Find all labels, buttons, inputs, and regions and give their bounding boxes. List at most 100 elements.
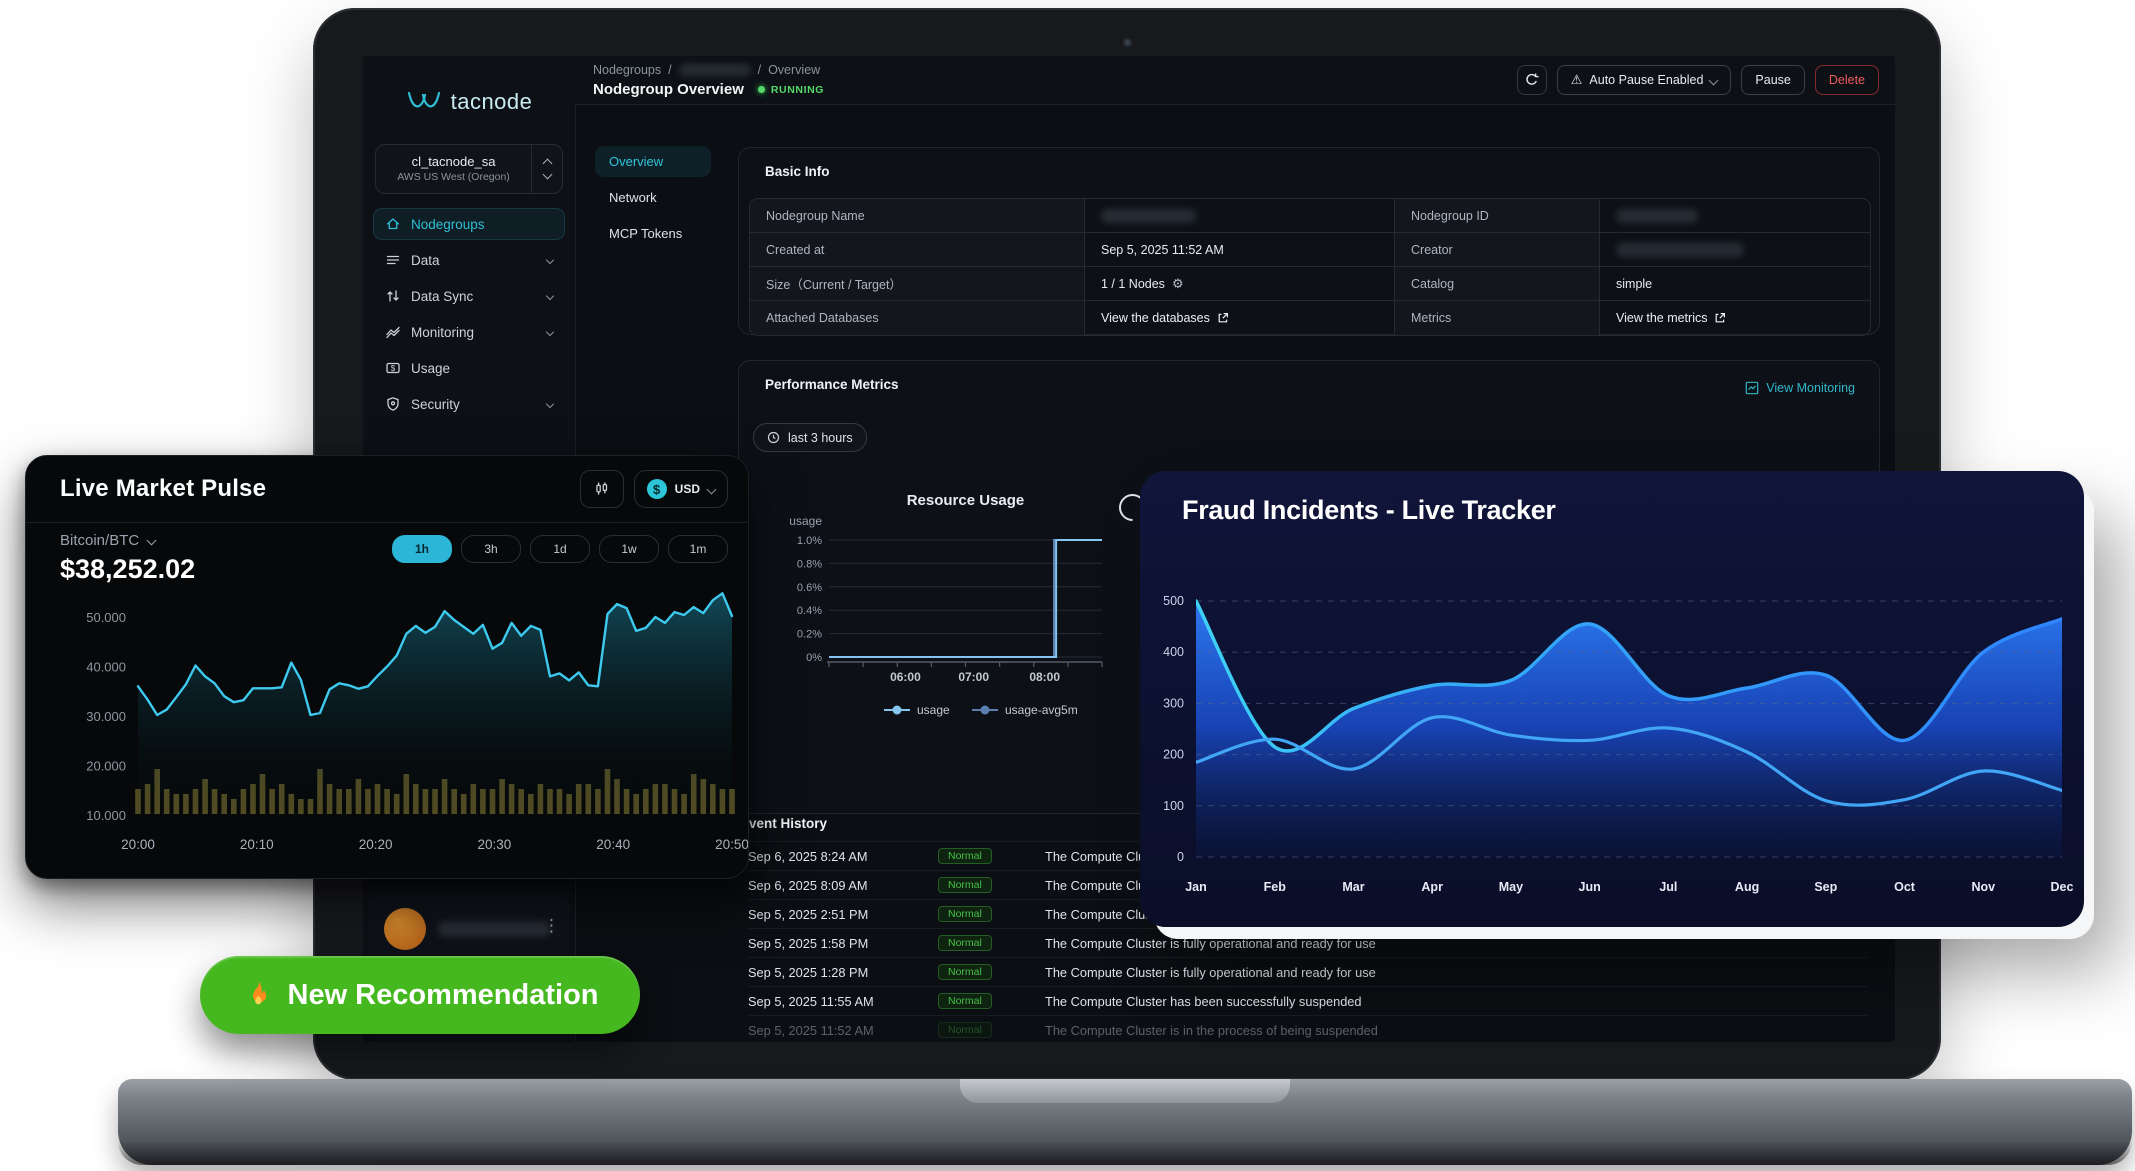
- cluster-region: AWS US West (Oregon): [397, 170, 510, 183]
- range-pill-3h[interactable]: 3h: [461, 535, 521, 563]
- svg-text:20:10: 20:10: [240, 837, 274, 852]
- basic-info-table: Nodegroup Name Nodegroup ID Created at S…: [749, 198, 1871, 336]
- status-badge: Normal: [938, 1022, 992, 1038]
- svg-text:Aug: Aug: [1735, 880, 1759, 894]
- pair-selector[interactable]: Bitcoin/BTC: [60, 532, 195, 549]
- info-value: 1 / 1 Nodes ⚙: [1085, 267, 1395, 301]
- event-time: Sep 6, 2025 8:09 AM: [748, 877, 868, 893]
- status-badge: Normal: [938, 964, 992, 980]
- event-row[interactable]: Sep 5, 2025 11:52 AM Normal The Compute …: [748, 1016, 1868, 1042]
- sidebar-item-data[interactable]: Data: [373, 244, 565, 276]
- sidebar-item-monitoring[interactable]: Monitoring: [373, 316, 565, 348]
- sidebar-item-security[interactable]: Security: [373, 388, 565, 420]
- view-databases-link[interactable]: View the databases: [1101, 311, 1229, 325]
- breadcrumb-current[interactable]: Overview: [768, 63, 821, 77]
- candlestick-toggle-button[interactable]: [579, 470, 624, 508]
- event-message: The Compute Cluster is fully operational…: [1045, 964, 1376, 980]
- data-icon: [385, 252, 401, 268]
- time-range-dropdown[interactable]: last 3 hours: [753, 423, 867, 452]
- sidebar-item-label: Data: [411, 252, 440, 268]
- sidebar-item-data-sync[interactable]: Data Sync: [373, 280, 565, 312]
- sidebar-item-label: Data Sync: [411, 288, 474, 304]
- event-time: Sep 5, 2025 1:58 PM: [748, 935, 869, 951]
- range-pill-1h[interactable]: 1h: [392, 535, 452, 563]
- range-pill-1w[interactable]: 1w: [599, 535, 659, 563]
- tab-mcp-tokens[interactable]: MCP Tokens: [609, 226, 683, 241]
- svg-text:0.6%: 0.6%: [797, 582, 822, 594]
- event-history-section: Event History Sep 6, 2025 8:24 AM Normal…: [738, 816, 1878, 1042]
- fire-icon: [252, 981, 266, 1005]
- info-label: Nodegroup Name: [750, 199, 1085, 233]
- range-pill-1d[interactable]: 1d: [530, 535, 590, 563]
- event-row[interactable]: Sep 5, 2025 1:28 PM Normal The Compute C…: [748, 958, 1868, 987]
- event-row[interactable]: Sep 5, 2025 11:55 AM Normal The Compute …: [748, 987, 1868, 1016]
- avatar[interactable]: [384, 908, 426, 950]
- svg-text:20:50: 20:50: [715, 837, 748, 852]
- svg-text:20:40: 20:40: [596, 837, 630, 852]
- svg-text:Jun: Jun: [1579, 880, 1601, 894]
- cluster-selector[interactable]: cl_tacnode_sa AWS US West (Oregon): [375, 144, 563, 194]
- monitoring-icon: [385, 324, 401, 340]
- svg-text:Dec: Dec: [2051, 880, 2074, 894]
- redacted-username: [438, 921, 550, 937]
- refresh-button[interactable]: [1516, 65, 1547, 95]
- info-label: Metrics: [1395, 301, 1600, 335]
- status-badge: Normal: [938, 906, 992, 922]
- svg-text:30.000: 30.000: [86, 709, 126, 724]
- pause-button[interactable]: Pause: [1741, 65, 1805, 95]
- svg-text:Apr: Apr: [1421, 880, 1443, 894]
- status-badge: Normal: [938, 848, 992, 864]
- info-label: Catalog: [1395, 267, 1600, 301]
- svg-text:0.2%: 0.2%: [797, 629, 822, 641]
- auto-pause-dropdown[interactable]: ⚠ Auto Pause Enabled: [1556, 65, 1732, 95]
- tab-overview[interactable]: Overview: [595, 146, 711, 177]
- svg-text:Resource Usage: Resource Usage: [907, 492, 1025, 509]
- kebab-menu-icon[interactable]: ⋮: [543, 916, 560, 935]
- info-value: [1600, 233, 1870, 267]
- current-price: $38,252.02: [60, 554, 196, 584]
- external-link-icon: [1716, 313, 1726, 323]
- event-time: Sep 5, 2025 11:52 AM: [748, 1022, 874, 1038]
- candlestick-icon: [595, 482, 607, 495]
- cluster-stepper-icon[interactable]: [531, 145, 562, 193]
- svg-text:usage-avg5m: usage-avg5m: [1005, 703, 1078, 717]
- svg-text:20:30: 20:30: [478, 837, 512, 852]
- delete-button[interactable]: Delete: [1814, 65, 1879, 95]
- tab-network[interactable]: Network: [609, 190, 657, 205]
- svg-text:1.0%: 1.0%: [797, 535, 822, 547]
- basic-info-card: Basic Info Nodegroup Name Nodegroup ID C…: [738, 147, 1880, 336]
- fraud-incidents-card: Fraud Incidents - Live Tracker 0 100 200 30…: [1140, 471, 2084, 927]
- redacted-value: [1616, 208, 1698, 223]
- subnav: Overview Network MCP Tokens: [595, 146, 711, 249]
- info-label: Created at: [750, 233, 1085, 267]
- event-row[interactable]: Sep 5, 2025 1:58 PM Normal The Compute C…: [748, 929, 1868, 958]
- svg-text:100: 100: [1163, 799, 1184, 813]
- brand-name: tacnode: [450, 89, 533, 114]
- svg-text:Nov: Nov: [1971, 880, 1995, 894]
- event-time: Sep 5, 2025 11:55 AM: [748, 993, 874, 1009]
- data-sync-icon: [385, 288, 401, 304]
- sidebar-item-usage[interactable]: $ Usage: [373, 352, 565, 384]
- new-recommendation-button[interactable]: New Recommendation: [200, 956, 640, 1034]
- status-badge: Normal: [938, 877, 992, 893]
- event-time: Sep 5, 2025 1:28 PM: [748, 964, 869, 980]
- view-monitoring-link[interactable]: View Monitoring: [1745, 381, 1855, 395]
- svg-text:0.4%: 0.4%: [797, 605, 822, 617]
- svg-text:0.8%: 0.8%: [797, 558, 822, 570]
- svg-text:Mar: Mar: [1342, 880, 1364, 894]
- redacted-value: [1101, 208, 1196, 223]
- info-label: Nodegroup ID: [1395, 199, 1600, 233]
- svg-text:300: 300: [1163, 696, 1184, 710]
- view-metrics-link[interactable]: View the metrics: [1616, 311, 1726, 325]
- sidebar-item-nodegroups[interactable]: Nodegroups: [373, 208, 565, 240]
- gear-icon[interactable]: ⚙: [1171, 275, 1184, 291]
- svg-text:40.000: 40.000: [86, 660, 126, 675]
- brand-logo[interactable]: tacnode: [363, 56, 575, 148]
- currency-dropdown[interactable]: $ USD: [633, 470, 728, 508]
- event-history-title: Event History: [740, 816, 828, 831]
- svg-text:20:20: 20:20: [359, 837, 393, 852]
- range-pill-1m[interactable]: 1m: [668, 535, 728, 563]
- svg-text:08:00: 08:00: [1029, 670, 1060, 684]
- breadcrumb-root[interactable]: Nodegroups: [593, 63, 662, 77]
